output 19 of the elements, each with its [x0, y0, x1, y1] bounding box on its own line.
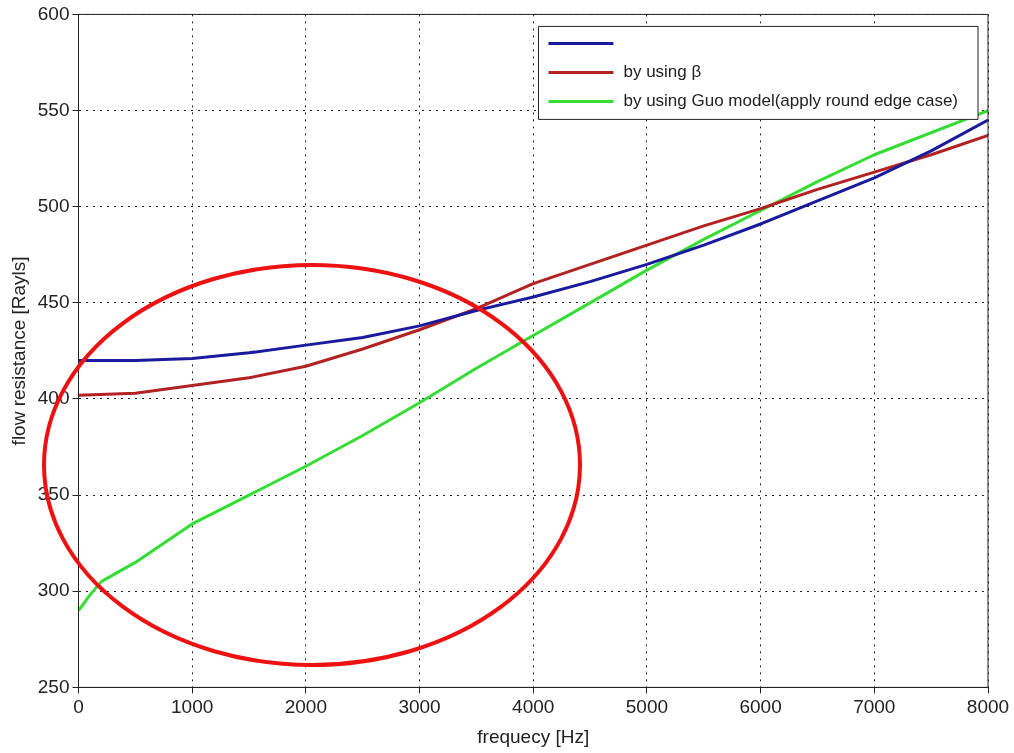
x-tick-label: 3000: [398, 696, 441, 718]
x-tick-label: 0: [73, 696, 84, 718]
y-tick-label: 300: [37, 579, 70, 601]
y-tick-label: 450: [37, 291, 70, 313]
y-tick-label: 500: [37, 194, 70, 216]
y-tick-label: 600: [37, 2, 70, 24]
legend-label: by using Guo model(apply round edge case): [623, 91, 959, 111]
x-tick-label: 8000: [966, 696, 1010, 718]
y-axis-title: flow resistance [Rayls]: [7, 256, 29, 446]
x-axis-title: frequecy [Hz]: [477, 725, 590, 747]
y-tick-label: 250: [37, 675, 70, 697]
x-tick-label: 4000: [512, 696, 555, 718]
legend-label: by using β: [623, 62, 702, 82]
x-tick-label: 2000: [284, 696, 328, 718]
y-tick-label: 550: [37, 98, 70, 120]
x-tick-label: 5000: [625, 696, 669, 718]
x-tick-label: 6000: [739, 696, 782, 718]
x-tick-label: 1000: [171, 696, 214, 718]
x-tick-label: 7000: [853, 696, 896, 718]
